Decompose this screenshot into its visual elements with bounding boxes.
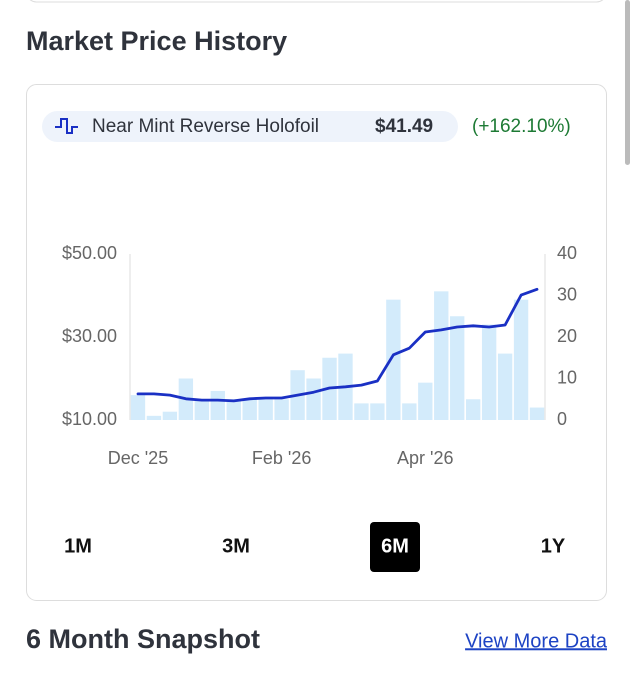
section-title: Market Price History — [26, 26, 287, 56]
y-tick-label: $10.00 — [62, 409, 117, 429]
volume-bar — [434, 291, 449, 420]
range-button-selected[interactable] — [370, 522, 420, 572]
legend-pill[interactable] — [42, 111, 458, 142]
volume-bar — [450, 316, 465, 420]
legend-label: Near Mint Reverse Holofoil — [92, 116, 319, 137]
volume-bar — [194, 399, 210, 420]
range-button[interactable]: 3M — [222, 535, 250, 557]
volume-bar — [162, 411, 178, 420]
view-more-link[interactable]: View More Data — [465, 630, 608, 652]
scrollbar[interactable] — [625, 0, 630, 165]
legend-icon — [55, 118, 78, 134]
range-buttons: 1M 3M 6M 1Y — [64, 522, 566, 572]
volume-bar — [306, 378, 321, 420]
volume-bar — [210, 390, 225, 420]
range-button[interactable]: 1Y — [541, 535, 566, 557]
x-tick-label: Dec '25 — [108, 448, 168, 468]
y2-tick-label: 40 — [557, 243, 577, 263]
volume-bar — [513, 299, 529, 420]
range-button[interactable]: 1M — [64, 535, 92, 557]
legend: Near Mint Reverse Holofoil — [92, 116, 319, 137]
volume-bar — [386, 299, 401, 420]
volume-bar — [242, 399, 257, 420]
change-label: (+162.10%) — [472, 116, 571, 137]
y-tick-label: $30.00 — [62, 326, 117, 346]
volume-bar — [481, 324, 497, 420]
volume-bar — [402, 403, 417, 420]
volume-bar — [226, 399, 241, 420]
volume-bar — [529, 407, 545, 420]
volume-bar — [354, 403, 369, 420]
volume-bar — [146, 415, 162, 420]
snapshot-title: 6 Month Snapshot — [26, 624, 260, 654]
plot: $10.00 $30.00 $50.00 0 10 20 30 40 Dec '25 Feb '2… — [62, 243, 577, 468]
x-tick-label: Feb '26 — [252, 448, 311, 468]
y2-tick-label: 20 — [557, 326, 577, 346]
y-tick-label: $50.00 — [62, 243, 117, 263]
volume-bar — [418, 382, 433, 420]
volume-bar — [370, 403, 385, 420]
volume-bar — [465, 399, 481, 420]
range-button[interactable]: 6M — [381, 535, 409, 557]
y2-tick-label: 30 — [557, 284, 577, 304]
y2-tick-label: 10 — [557, 367, 577, 387]
price-label: $41.49 — [375, 116, 433, 137]
volume-bar — [258, 399, 273, 420]
previous-card — [29, 0, 604, 3]
volume-bar — [497, 353, 513, 420]
chart-card — [26, 84, 607, 601]
price-line — [136, 287, 539, 403]
volume-bar — [274, 399, 289, 420]
volume-bar — [130, 395, 146, 420]
y2-tick-label: 0 — [557, 409, 567, 429]
x-tick-label: Apr '26 — [397, 448, 453, 468]
